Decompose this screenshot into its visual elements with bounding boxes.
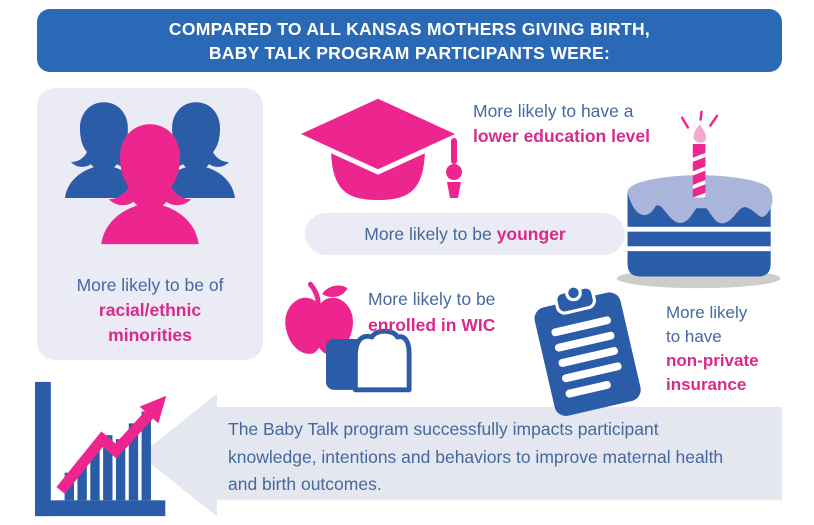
minorities-line-bold-2: minorities: [108, 325, 192, 345]
younger-line-normal: More likely to be: [364, 223, 492, 244]
women-group-icon: [64, 102, 236, 245]
title-line-2: BABY TALK PROGRAM PARTICIPANTS WERE:: [208, 42, 611, 63]
birthday-cake-icon: [616, 110, 781, 289]
insurance-line-bold-1: non-private: [666, 351, 759, 370]
wic-line-bold: enrolled in WIC: [368, 315, 496, 335]
insurance-line-normal-1: More likely: [666, 303, 748, 322]
footer-text: The Baby Talk program successfully impac…: [228, 419, 724, 494]
growth-chart-icon: [35, 381, 167, 517]
graduation-cap-icon: [292, 94, 464, 200]
minorities-line-normal: More likely to be of: [76, 275, 224, 295]
education-line-bold: lower education level: [473, 126, 650, 146]
minorities-caption: More likely to be of racial/ethnic minor…: [37, 273, 263, 348]
insurance-text: More likely to have non-private insuranc…: [666, 301, 759, 397]
insurance-line-bold-2: insurance: [666, 375, 747, 394]
education-line-normal: More likely to have a: [473, 101, 634, 121]
younger-pill: More likely to be younger: [305, 213, 625, 255]
clipboard-icon: [520, 274, 654, 429]
wic-text: More likely to be enrolled in WIC: [368, 286, 495, 338]
footer-arrow-banner: The Baby Talk program successfully impac…: [140, 393, 782, 517]
wic-line-normal: More likely to be: [368, 289, 496, 309]
minorities-line-bold-1: racial/ethnic: [98, 300, 202, 320]
title-banner: COMPARED TO ALL KANSAS MOTHERS GIVING BI…: [37, 9, 782, 72]
insurance-line-normal-2: to have: [666, 327, 722, 346]
younger-line-bold: younger: [496, 223, 566, 244]
education-text: More likely to have a lower education le…: [473, 99, 650, 149]
minorities-card: More likely to be of racial/ethnic minor…: [37, 88, 263, 360]
apple-and-bread-icon: [285, 281, 412, 393]
title-line-1: COMPARED TO ALL KANSAS MOTHERS GIVING BI…: [168, 18, 651, 39]
